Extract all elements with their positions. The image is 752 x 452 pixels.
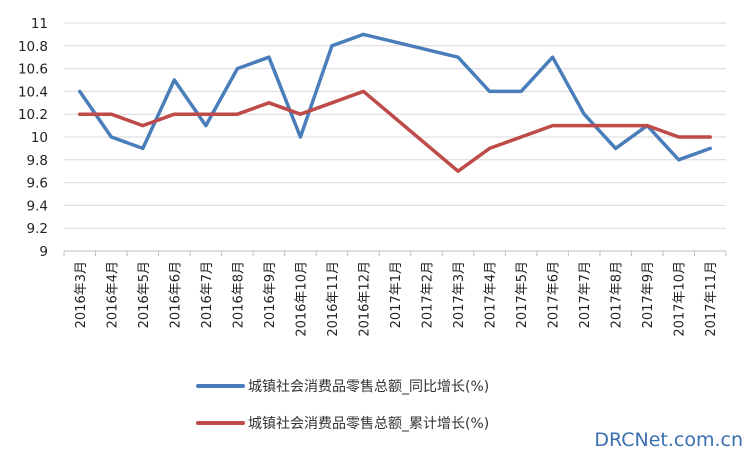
x-tick-label: 2017年2月 xyxy=(421,261,436,328)
legend-label: 城镇社会消费品零售总额_同比增长(%) xyxy=(248,379,489,395)
y-tick-label: 9 xyxy=(39,244,48,260)
x-tick-label: 2016年6月 xyxy=(168,261,183,328)
watermark-text: DRCNet.com.cn xyxy=(594,429,743,451)
gridlines xyxy=(64,22,726,252)
x-tick-label: 2016年5月 xyxy=(137,261,152,328)
x-tick-label: 2017年6月 xyxy=(547,261,562,328)
x-tick-label: 2017年8月 xyxy=(610,261,625,328)
y-tick-label: 9.6 xyxy=(27,176,48,192)
x-tick-label: 2017年1月 xyxy=(389,261,404,328)
x-axis-ticks: 2016年3月 2016年4月 2016年5月 2016年6月 2016年7月 2016年… xyxy=(74,261,719,337)
y-tick-label: 10.2 xyxy=(18,107,48,123)
x-tick-label: 2017年3月 xyxy=(452,261,467,328)
x-tick-label: 2016年4月 xyxy=(105,261,120,328)
x-tick-label: 2016年3月 xyxy=(74,261,89,328)
y-axis-ticks: 9 9.2 9.4 9.6 9.8 10 10.2 10.4 10.6 10.8 11 xyxy=(18,16,48,260)
x-tick-label: 2016年9月 xyxy=(263,261,278,328)
y-tick-label: 9.4 xyxy=(27,198,48,214)
y-tick-label: 9.8 xyxy=(27,153,48,169)
x-tick-label: 2017年10月 xyxy=(673,261,688,337)
x-tick-label: 2016年10月 xyxy=(294,261,309,337)
y-tick-label: 10.8 xyxy=(18,39,48,55)
series-line-2 xyxy=(78,89,712,173)
x-tick-label: 2016年12月 xyxy=(357,261,372,337)
y-tick-label: 10.6 xyxy=(18,62,48,78)
legend: 城镇社会消费品零售总额_同比增长(%) 城镇社会消费品零售总额_累计增长(%) xyxy=(196,379,489,432)
x-tick-label: 2016年7月 xyxy=(200,261,215,328)
legend-label: 城镇社会消费品零售总额_累计增长(%) xyxy=(248,416,489,432)
series-lines xyxy=(78,32,712,173)
y-tick-label: 11 xyxy=(31,16,48,32)
x-tick-label: 2017年7月 xyxy=(578,261,593,328)
x-tick-label: 2017年9月 xyxy=(641,261,656,328)
x-tick-label: 2017年5月 xyxy=(515,261,530,328)
x-tick-label: 2016年11月 xyxy=(326,261,341,337)
y-tick-label: 9.2 xyxy=(27,221,48,237)
x-tick-label: 2017年11月 xyxy=(704,261,719,337)
x-tick-label: 2016年8月 xyxy=(231,261,246,328)
x-axis xyxy=(63,250,727,256)
y-tick-label: 10 xyxy=(31,130,48,146)
series-line-1 xyxy=(78,32,712,162)
y-tick-label: 10.4 xyxy=(18,84,48,100)
x-tick-label: 2017年4月 xyxy=(484,261,499,328)
